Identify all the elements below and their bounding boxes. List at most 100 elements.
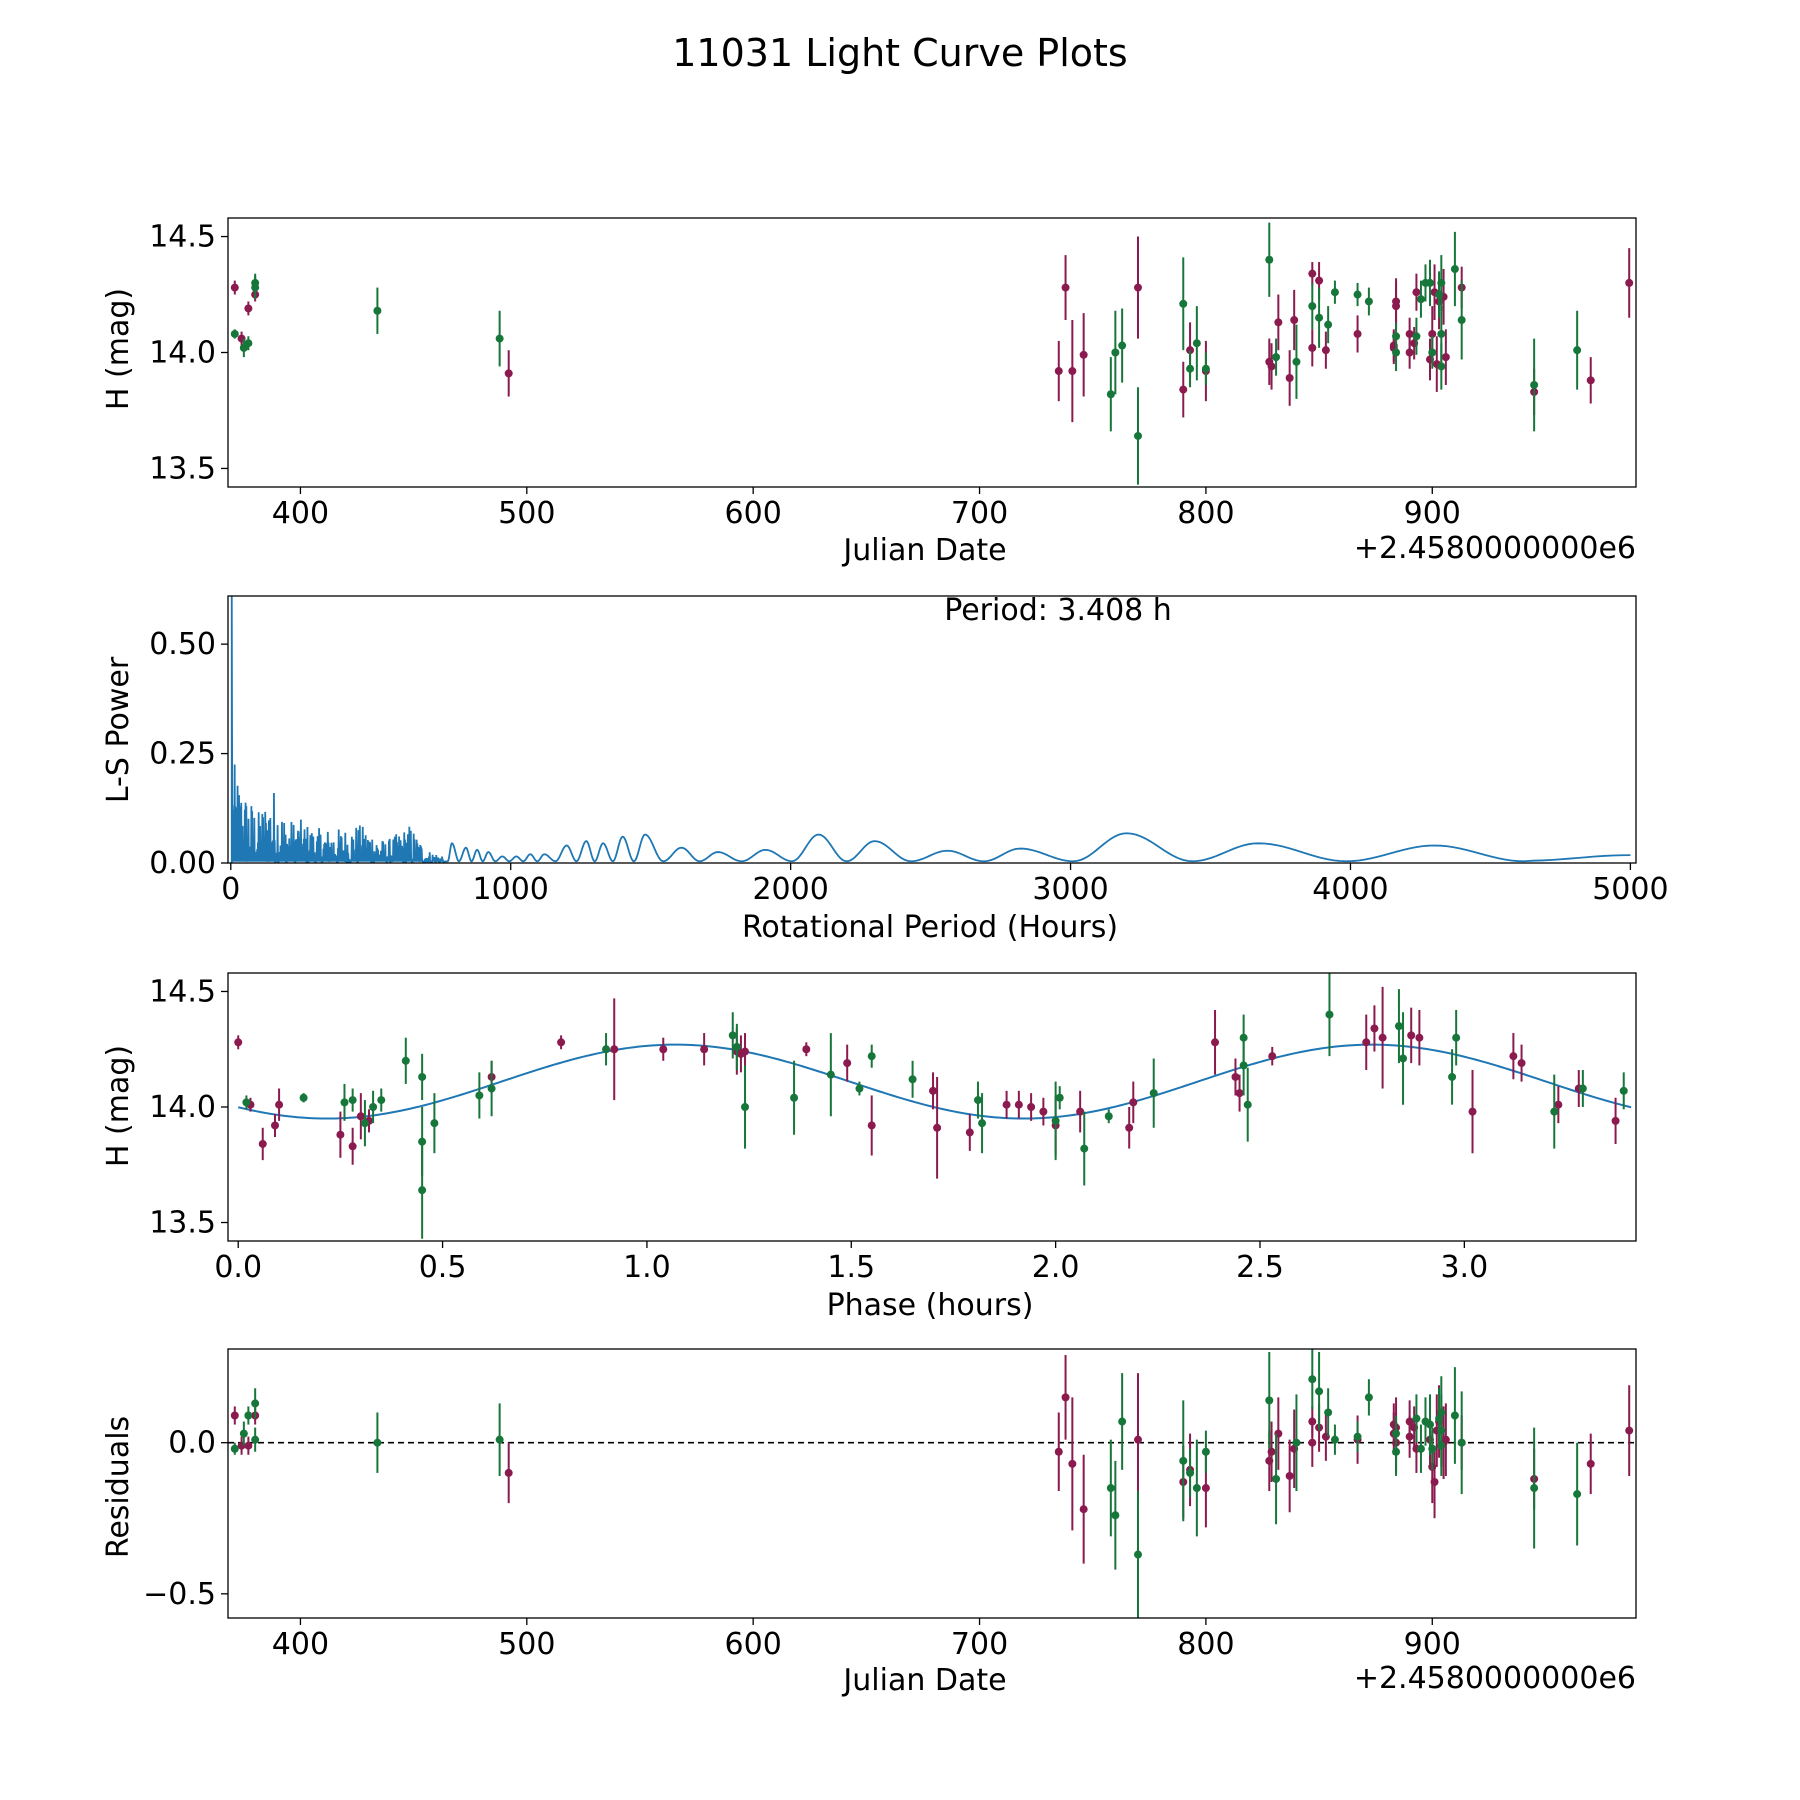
lightcurve-point-red: [1441, 353, 1450, 362]
residuals-point-red: [1068, 1459, 1077, 1468]
lightcurve-point-green: [230, 329, 239, 338]
lightcurve-ytick-label: 14.0: [149, 336, 216, 371]
residuals-point-green: [1330, 1435, 1339, 1444]
phase-panel: H (mag) Phase (hours) 0.0 0.5 1.0 1.5 2.0 2.5…: [101, 972, 1637, 1323]
periodogram-xtick-label: 5000: [1592, 872, 1668, 907]
lightcurve-point-green: [1111, 348, 1120, 357]
lightcurve-point-green: [1364, 297, 1373, 306]
residuals-point-green: [1292, 1438, 1301, 1447]
phase-xtick-label: 2.5: [1236, 1250, 1284, 1285]
phase-point-red: [1611, 1116, 1620, 1125]
residuals-point-green: [1118, 1417, 1127, 1426]
phase-point-green: [1619, 1086, 1628, 1095]
lightcurve-point-green: [373, 306, 382, 315]
residuals-point-red: [244, 1441, 253, 1450]
residuals-point-green: [1192, 1484, 1201, 1493]
phase-point-green: [973, 1096, 982, 1105]
phase-point-green: [1149, 1089, 1158, 1098]
residuals-point-green: [1364, 1393, 1373, 1402]
periodogram-ytick-label: 0.25: [149, 737, 216, 772]
residuals-point-green: [1133, 1550, 1142, 1559]
lightcurve-point-red: [1061, 283, 1070, 292]
phase-point-red: [356, 1112, 365, 1121]
lightcurve-point-green: [244, 339, 253, 348]
phase-ytick-label: 14.0: [149, 1090, 216, 1125]
lightcurve-point-red: [1179, 385, 1188, 394]
residuals-point-red: [1586, 1459, 1595, 1468]
phase-point-green: [1051, 1116, 1060, 1125]
residuals-point-green: [1308, 1375, 1317, 1384]
residuals-point-green: [1428, 1444, 1437, 1453]
figure-title: 11031 Light Curve Plots: [672, 31, 1127, 75]
residuals-point-green: [1412, 1414, 1421, 1423]
phase-point-green: [1239, 1061, 1248, 1070]
phase-point-green: [340, 1098, 349, 1107]
residuals-xtick-label: 800: [1177, 1627, 1234, 1662]
phase-point-green: [826, 1070, 835, 1079]
phase-point-green: [602, 1045, 611, 1054]
phase-point-green: [360, 1119, 369, 1128]
phase-point-red: [1509, 1052, 1518, 1061]
residuals-point-green: [1315, 1387, 1324, 1396]
residuals-point-green: [1272, 1474, 1281, 1483]
phase-xtick-label: 1.5: [827, 1250, 875, 1285]
residuals-point-green: [1186, 1468, 1195, 1477]
phase-point-red: [965, 1128, 974, 1137]
lightcurve-point-green: [1118, 341, 1127, 350]
phase-ytick-label: 13.5: [149, 1206, 216, 1241]
phase-point-red: [234, 1038, 243, 1047]
phase-point-green: [1243, 1100, 1252, 1109]
periodogram-panel: L-S Power Rotational Period (Hours) Peri…: [101, 593, 1669, 945]
light-curve-offset-label: +2.4580000000e6: [1354, 531, 1636, 566]
lightcurve-point-green: [495, 334, 504, 343]
phase-point-red: [1211, 1038, 1220, 1047]
periodogram-xtick-label: 2000: [752, 872, 828, 907]
residuals-point-green: [1450, 1411, 1459, 1420]
phase-point-red: [1378, 1033, 1387, 1042]
phase-xtick-label: 0.5: [419, 1250, 467, 1285]
phase-point-red: [1415, 1033, 1424, 1042]
residuals-xtick-label: 400: [272, 1627, 329, 1662]
residuals-point-red: [1079, 1505, 1088, 1514]
lightcurve-point-green: [1437, 329, 1446, 338]
residuals-point-red: [1061, 1393, 1070, 1402]
phase-point-red: [610, 1045, 619, 1054]
phase-point-green: [348, 1096, 357, 1105]
lightcurve-xtick-label: 700: [951, 496, 1008, 531]
phase-point-green: [728, 1031, 737, 1040]
residuals-panel: Residuals Julian Date +2.4580000000e6 40…: [101, 1348, 1637, 1698]
phase-point-red: [1027, 1103, 1036, 1111]
periodogram-ylabel: L-S Power: [101, 656, 136, 803]
lightcurve-point-green: [1412, 332, 1421, 341]
residuals-point-green: [373, 1438, 382, 1447]
periodogram-xlabel: Rotational Period (Hours): [742, 910, 1118, 945]
lightcurve-point-green: [251, 278, 260, 287]
phase-point-green: [377, 1096, 386, 1105]
lightcurve-point-red: [1625, 278, 1634, 287]
residuals-point-green: [251, 1435, 260, 1444]
lightcurve-point-green: [1392, 348, 1401, 357]
residuals-xlabel: Julian Date: [841, 1663, 1006, 1698]
phase-point-red: [933, 1123, 942, 1132]
phase-point-red: [1129, 1098, 1138, 1107]
lightcurve-point-green: [1457, 316, 1466, 325]
residuals-point-red: [1625, 1426, 1634, 1435]
lightcurve-point-green: [1426, 278, 1435, 287]
phase-ylabel: H (mag): [101, 1045, 136, 1167]
lightcurve-point-red: [504, 369, 513, 378]
lightcurve-point-red: [1133, 283, 1142, 292]
lightcurve-point-green: [1392, 332, 1401, 341]
residuals-point-green: [239, 1429, 248, 1438]
phase-xtick-label: 1.0: [623, 1250, 671, 1285]
residuals-plot-area: [228, 1349, 1636, 1618]
phase-point-green: [418, 1186, 427, 1195]
phase-point-green: [369, 1103, 378, 1111]
residuals-point-green: [1265, 1396, 1274, 1405]
lightcurve-point-red: [1405, 329, 1414, 338]
lightcurve-point-red: [1321, 346, 1330, 355]
phase-point-green: [487, 1084, 496, 1093]
lightcurve-point-red: [1054, 367, 1063, 376]
residuals-point-red: [230, 1411, 239, 1420]
phase-point-red: [1014, 1100, 1023, 1109]
